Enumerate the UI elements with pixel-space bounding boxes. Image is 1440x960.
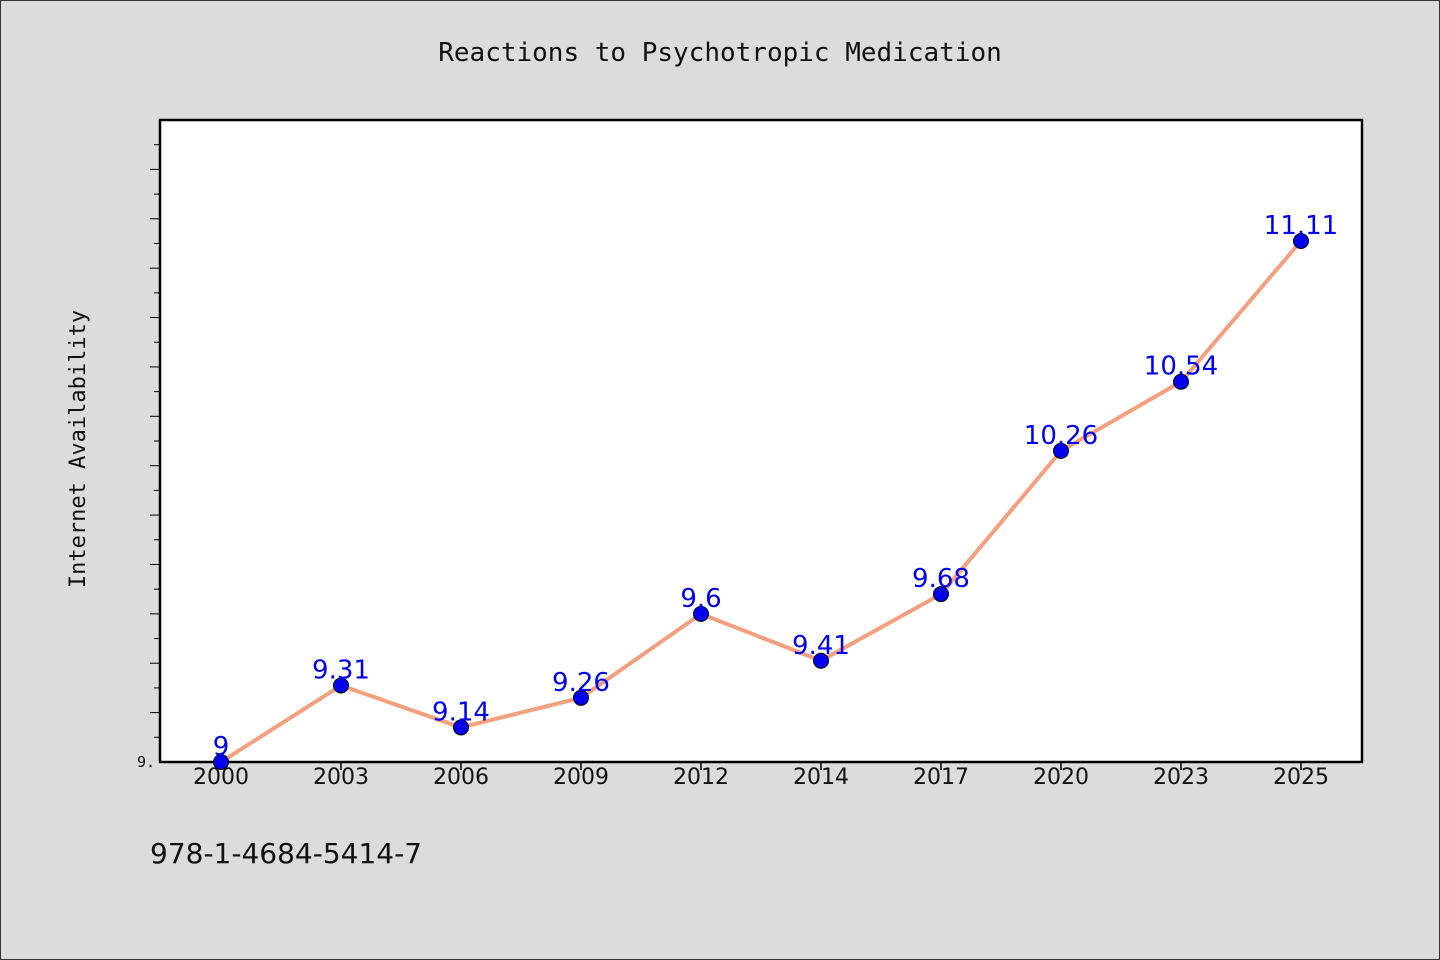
data-label: 10.26 — [1024, 421, 1098, 451]
data-label: 9.31 — [312, 655, 370, 685]
data-point — [933, 586, 949, 603]
data-point — [573, 689, 589, 706]
data-point — [1293, 232, 1309, 249]
data-label: 9 — [213, 732, 230, 762]
chart-title: Reactions to Psychotropic Medication — [438, 38, 1002, 68]
data-markers — [213, 232, 1309, 770]
data-label: 10.54 — [1144, 352, 1218, 382]
data-label: 9.41 — [792, 631, 850, 661]
data-point — [213, 754, 229, 770]
x-tick-labels: 2000 2003 2006 2009 2012 2014 2017 2020 2023 2025 — [193, 765, 1329, 790]
data-point — [333, 677, 349, 694]
data-label: 9.6 — [680, 584, 721, 614]
x-tick-label: 2009 — [553, 765, 609, 790]
x-tick-label: 2006 — [433, 765, 489, 790]
y-axis-ticks — [150, 144, 160, 738]
series-line — [219, 238, 1303, 764]
data-point — [1053, 442, 1069, 459]
x-tick-label: 2012 — [673, 765, 729, 790]
x-tick-label: 2014 — [793, 765, 849, 790]
data-label: 11.11 — [1264, 211, 1338, 241]
data-point — [813, 652, 829, 669]
x-tick-label: 2025 — [1273, 765, 1329, 790]
x-tick-label: 2003 — [313, 765, 369, 790]
x-tick-label: 2017 — [913, 765, 969, 790]
y-tick-label: 9. — [137, 753, 155, 771]
data-label: 9.26 — [552, 668, 610, 698]
plot-area — [158, 118, 1364, 764]
data-point — [453, 719, 469, 736]
series-line-group — [219, 238, 1303, 764]
isbn-text: 978-1-4684-5414-7 — [150, 837, 422, 870]
x-tick-label: 2023 — [1153, 765, 1209, 790]
x-tick-label: 2020 — [1033, 765, 1089, 790]
data-point — [693, 605, 709, 622]
data-label: 9.68 — [912, 564, 970, 594]
data-label: 9.14 — [432, 697, 490, 727]
y-axis-label: Internet Availability — [66, 310, 91, 588]
data-point — [1173, 373, 1189, 390]
data-labels: 9 9.31 9.14 9.26 9.6 9.41 9.68 10.26 10.54 11.11 — [213, 211, 1338, 762]
